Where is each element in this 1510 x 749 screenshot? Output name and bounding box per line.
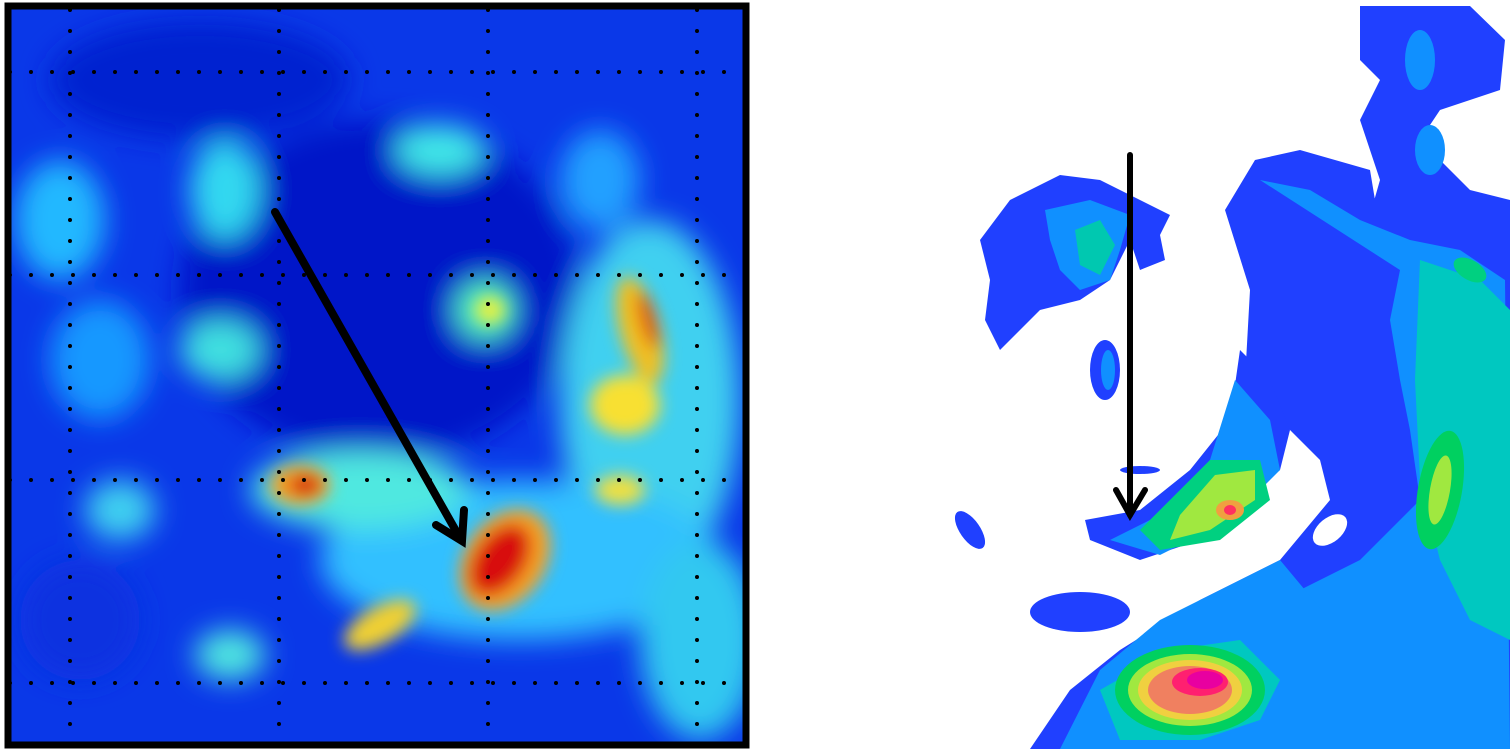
- contour-right: [748, 5, 1510, 749]
- figure: [0, 0, 1510, 749]
- page: [0, 0, 1510, 749]
- heatmap-left: [8, 6, 760, 745]
